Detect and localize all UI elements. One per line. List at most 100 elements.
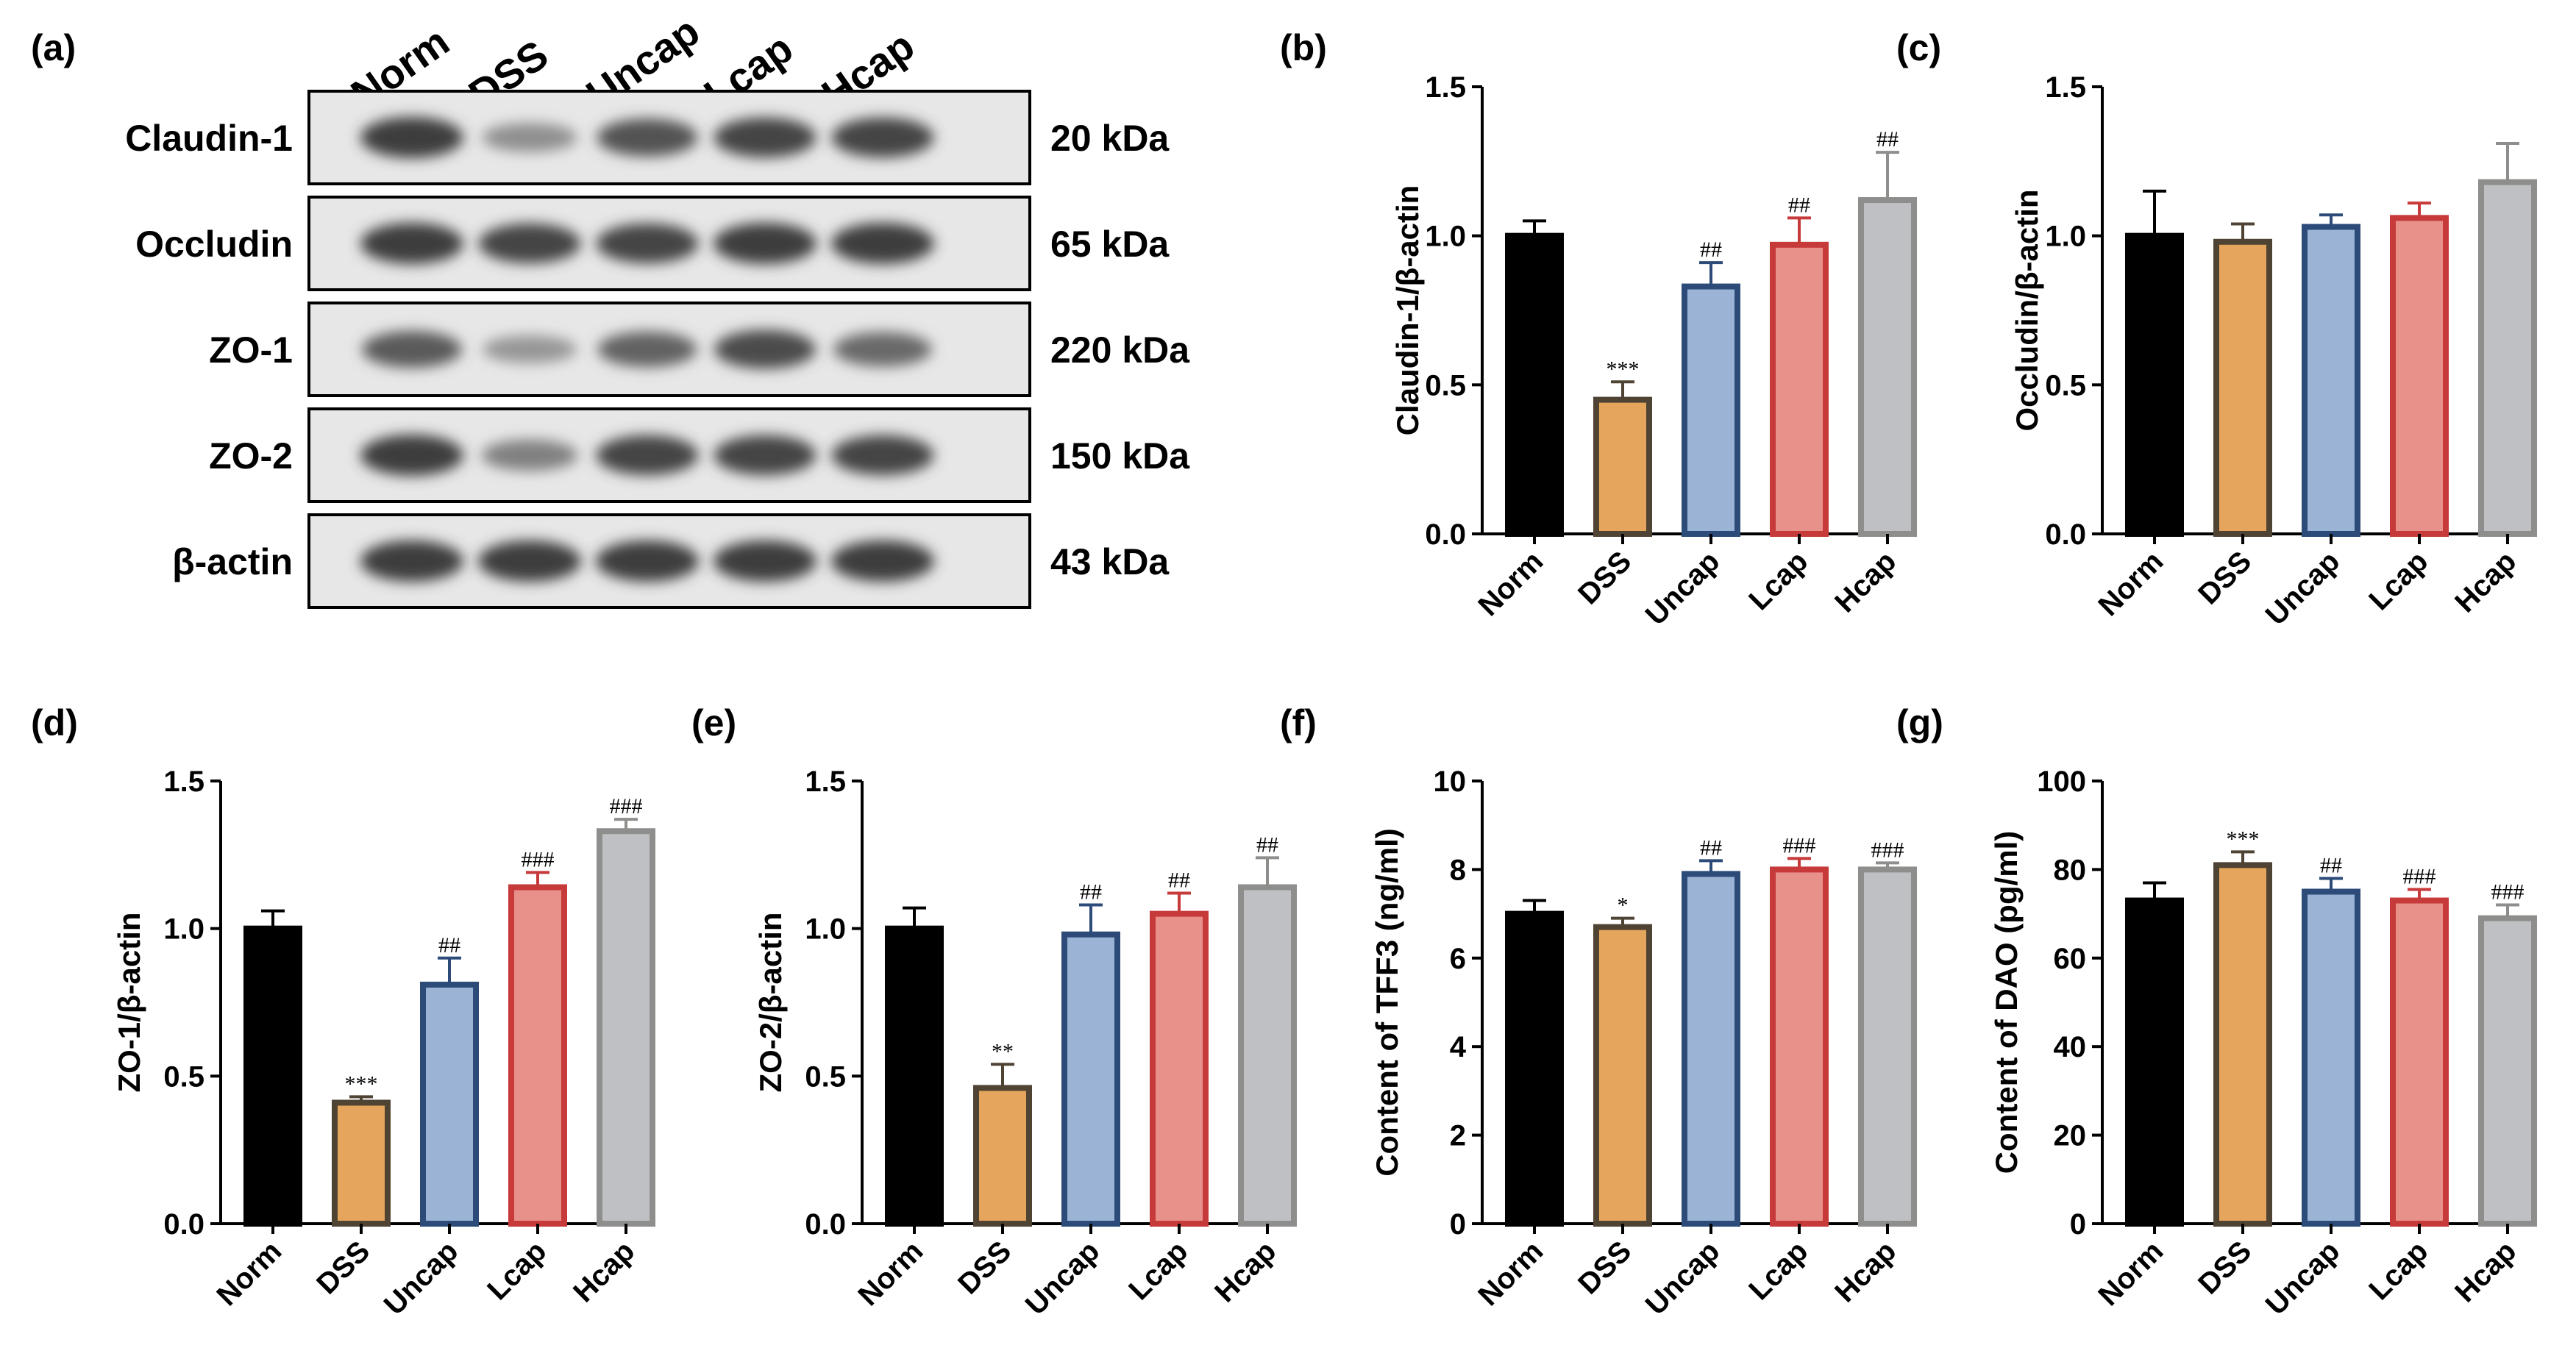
bar-norm [1505,910,1564,1227]
x-tick-label: DSS [2192,545,2257,610]
y-tick-label: 4 [1450,1031,1467,1063]
x-tick-label: DSS [1572,545,1637,610]
blot-band [362,331,462,368]
blot-band [596,223,699,264]
significance-label: ## [1168,868,1190,893]
panel-letter: (d) [31,702,78,743]
significance-label: ### [1871,838,1904,862]
x-tick-label: DSS [310,1235,376,1300]
bar-norm [2125,897,2184,1227]
y-tick-label: 1.0 [163,913,204,946]
x-tick-label: Hcap [2449,545,2522,618]
blot-band [833,332,932,367]
blot-band [831,117,934,158]
x-tick-label: Lcap [2363,545,2434,616]
x-tick-label: Uncap [2260,545,2346,632]
bar-dss [332,1099,391,1227]
significance-label: *** [1607,357,1640,381]
blot-protein-label: β-actin [172,541,293,582]
bar-dss [2213,238,2272,537]
y-tick-label: 60 [2054,943,2087,975]
panel-letter: (e) [691,702,736,743]
y-tick-label: 10 [1434,766,1467,798]
significance-label: ## [1080,880,1102,905]
significance-label: *** [345,1071,378,1096]
y-tick-label: 8 [1450,854,1466,886]
y-tick-label: 0.0 [805,1208,846,1241]
bar-hcap [1858,866,1917,1227]
blot-band [481,439,578,471]
significance-label: ## [1876,127,1899,151]
blot-band [478,541,581,582]
y-tick-label: 1.5 [805,766,846,798]
bar-dss [973,1085,1032,1227]
bar-uncap [1682,871,1740,1227]
significance-label: ** [992,1039,1014,1063]
y-axis-label: ZO-1/β-actin [112,913,146,1093]
bar-hcap [2478,179,2537,537]
panel-letter: (b) [1280,27,1327,68]
significance-label: ## [1700,238,1722,262]
bar-lcap [2390,897,2449,1227]
x-tick-label: Hcap [1829,545,1902,618]
y-tick-label: 80 [2054,854,2087,886]
bar-hcap [1858,197,1917,537]
blot-band [831,541,934,582]
blot-band [714,117,816,158]
blot-band [831,435,934,476]
blot-band [478,223,581,264]
x-tick-label: Norm [1472,1235,1549,1312]
blot-size-label: 150 kDa [1050,435,1190,477]
bar-hcap [1238,884,1297,1227]
x-tick-label: Uncap [378,1235,465,1321]
blot-band [597,331,697,368]
bar-lcap [1770,241,1829,537]
y-tick-label: 0.5 [163,1060,204,1093]
blot-band [714,541,816,582]
significance-label: ### [2491,880,2525,905]
y-axis-label: Claudin-1/β-actin [1390,185,1425,436]
x-tick-label: Hcap [2449,1235,2522,1308]
significance-label: ## [1788,193,1810,217]
panel-letter-a: (a) [31,27,76,68]
blot-band [483,335,577,363]
y-tick-label: 2 [1450,1120,1466,1152]
significance-label: ### [610,794,643,818]
bar-hcap [2478,915,2537,1227]
x-tick-label: Hcap [1209,1235,1282,1308]
bar-uncap [2302,224,2360,537]
y-axis-label: ZO-2/β-actin [753,913,788,1093]
x-tick-label: Uncap [1020,1235,1106,1321]
panel-letter: (f) [1280,702,1317,743]
significance-label: ## [438,933,460,957]
significance-label: * [1618,893,1629,918]
blot-band [596,541,699,582]
y-axis-label: Content of TFF3 (ng/ml) [1370,828,1404,1177]
blot-size-label: 220 kDa [1050,329,1190,371]
bar-lcap [1150,910,1209,1227]
x-tick-label: Uncap [2260,1235,2346,1321]
bar-norm [885,925,944,1227]
x-tick-label: Norm [1472,545,1549,622]
blot-band [597,118,698,157]
bar-uncap [420,981,479,1227]
chart-panel-b: (b) 0.0 0.5 1.0 1.5 Claudin-1/β-actin Norm DSS *… [1280,27,1917,632]
blot-row: ZO-2 150 kDa [209,407,1190,503]
x-tick-label: Lcap [2363,1235,2434,1306]
y-tick-label: 0.0 [1425,518,1466,551]
y-tick-label: 1.0 [2045,221,2086,253]
bar-dss [2213,862,2272,1227]
x-tick-label: DSS [952,1235,1017,1300]
significance-label: ## [2320,853,2342,877]
y-tick-label: 6 [1450,943,1466,975]
y-tick-label: 0 [1450,1208,1466,1241]
blot-band [714,223,816,264]
bar-norm [2125,232,2184,537]
x-tick-label: Hcap [1829,1235,1902,1308]
y-tick-label: 40 [2054,1031,2087,1063]
bar-norm [243,925,302,1227]
bar-uncap [1061,931,1120,1227]
bar-dss [1593,396,1652,537]
